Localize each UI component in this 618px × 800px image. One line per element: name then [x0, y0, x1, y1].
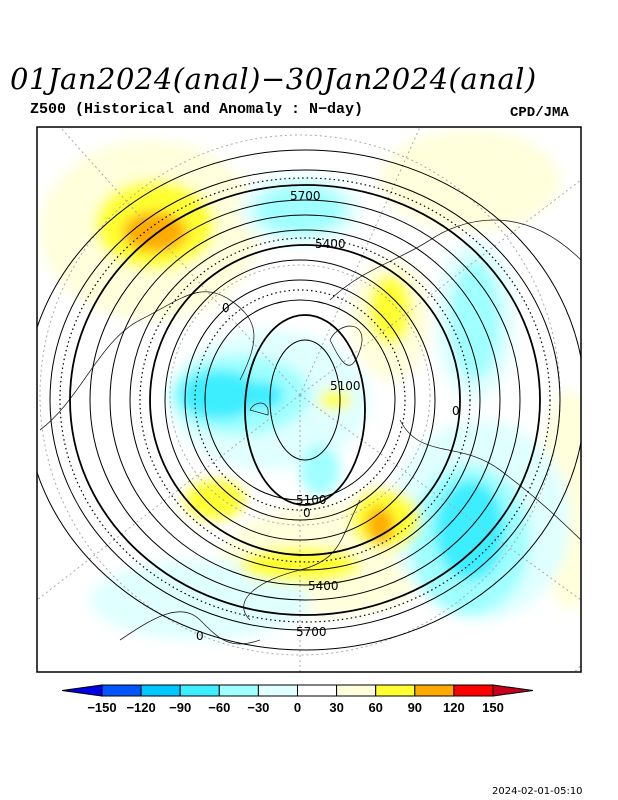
colorbar-segment — [453, 684, 494, 697]
colorbar-segment — [101, 684, 142, 697]
contour-label: 0 — [303, 506, 311, 520]
credit-label: CPD/JMA — [510, 105, 569, 121]
contour-label: 5700 — [290, 189, 321, 203]
map-area: 5700 5400 5100 5100 5400 5700 0 0 0 0 — [37, 127, 581, 672]
colorbar-segment — [257, 684, 298, 697]
colorbar-segment — [297, 684, 338, 697]
timestamp: 2024-02-01-05:10 — [492, 786, 583, 797]
colorbar-tick-label: 0 — [294, 700, 301, 715]
chart-title: 01Jan2024(anal)−30Jan2024(anal) — [10, 62, 537, 96]
contour-label: 0 — [452, 404, 460, 418]
colorbar-tick-label: −60 — [208, 700, 230, 715]
colorbar-tick-label: −150 — [87, 700, 116, 715]
colorbar: −150 −120 −90 −60 −30 0 30 60 90 120 150 — [61, 684, 534, 715]
colorbar-segment — [414, 684, 455, 697]
colorbar-tick-label: 120 — [443, 700, 465, 715]
colorbar-tick-label: 30 — [329, 700, 343, 715]
colorbar-tick-label: 60 — [368, 700, 382, 715]
contour-labels: 5700 5400 5100 5100 5400 5700 0 0 0 0 — [196, 189, 460, 643]
map-frame — [36, 126, 582, 673]
colorbar-tick-label: −120 — [126, 700, 155, 715]
colorbar-segment — [140, 684, 181, 697]
colorbar-tick-label: 90 — [408, 700, 422, 715]
colorbar-segment — [218, 684, 259, 697]
colorbar-right-arrow — [492, 684, 534, 697]
colorbar-tick-label: 150 — [482, 700, 504, 715]
contour-label: 5400 — [308, 579, 339, 593]
colorbar-left-arrow — [61, 684, 103, 697]
anomaly-zero-contours — [59, 177, 551, 623]
chart-subtitle: Z500 (Historical and Anomaly : N−day) — [30, 101, 364, 118]
colorbar-segment — [336, 684, 377, 697]
contour-label: 5100 — [330, 379, 361, 393]
contour-label: 5100 — [296, 493, 327, 507]
contour-label: 5400 — [315, 237, 346, 251]
contour-label: 0 — [196, 629, 204, 643]
contour-label: 0 — [222, 301, 230, 315]
contour-label: 5700 — [296, 625, 327, 639]
coastlines — [39, 219, 581, 645]
colorbar-tick-label: −30 — [247, 700, 269, 715]
height-contours — [37, 149, 581, 651]
colorbar-tick-label: −90 — [169, 700, 191, 715]
colorbar-segment — [375, 684, 416, 697]
colorbar-segment — [179, 684, 220, 697]
